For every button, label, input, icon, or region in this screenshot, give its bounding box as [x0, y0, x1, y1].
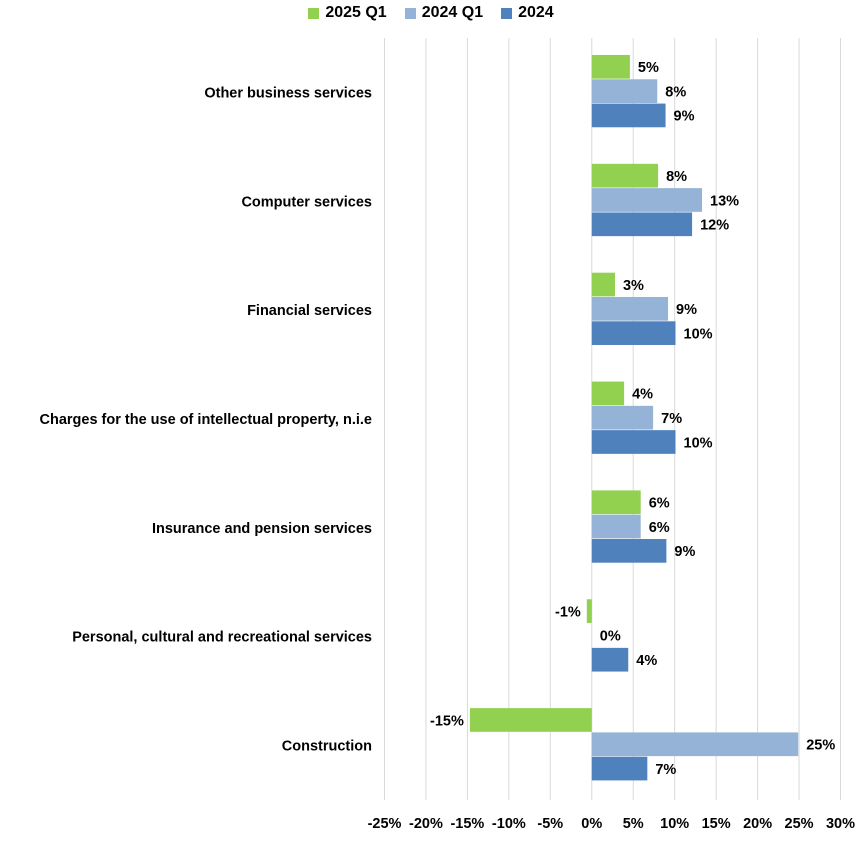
bar	[591, 647, 629, 672]
bar	[586, 599, 592, 623]
category-label: Insurance and pension services	[152, 521, 372, 537]
data-labels: 5%8%9%8%13%12%3%9%10%4%7%10%6%6%9%-1%0%4…	[430, 60, 835, 778]
data-label: -1%	[555, 604, 581, 620]
data-label: 3%	[623, 278, 644, 294]
legend-item-2024-q1: 2024 Q1	[404, 4, 484, 22]
x-tick-label: -5%	[537, 816, 563, 832]
data-label: 4%	[632, 387, 653, 403]
bar	[591, 490, 641, 515]
category-label: Financial services	[247, 303, 372, 319]
bar	[591, 430, 676, 454]
x-tick-label: -15%	[450, 816, 484, 832]
data-label: 7%	[661, 411, 682, 427]
legend-label-2024: 2024	[518, 4, 554, 21]
bar	[469, 708, 592, 732]
bar	[591, 381, 625, 406]
legend-swatch-2024-q1	[404, 7, 416, 19]
x-tick-label: 20%	[743, 816, 772, 832]
legend-swatch-2024	[501, 7, 513, 19]
bar	[591, 103, 666, 128]
bar	[591, 79, 658, 103]
legend-label-2024-q1: 2024 Q1	[421, 4, 484, 21]
chart-legend: 2025 Q1 2024 Q1 2024	[0, 4, 862, 22]
x-tick-label: -10%	[492, 816, 526, 832]
x-tick-label: 10%	[660, 816, 689, 832]
bar	[591, 756, 648, 781]
category-label: Construction	[282, 739, 372, 755]
data-label: 25%	[806, 738, 835, 754]
x-tick-label: 30%	[826, 816, 855, 832]
data-label: 6%	[649, 496, 670, 512]
data-label: 9%	[674, 544, 695, 560]
data-label: 10%	[684, 326, 713, 342]
data-label: 9%	[676, 302, 697, 318]
x-tick-label: -20%	[409, 816, 443, 832]
legend-label-2025-q1: 2025 Q1	[325, 4, 387, 21]
data-label: 12%	[700, 218, 729, 234]
x-axis-ticks: -25% -20% -15% -10% -5% 0% 5% 10% 15% 20% 25% 30%	[368, 816, 856, 832]
data-label: 0%	[600, 629, 621, 645]
x-tick-label: -25%	[368, 816, 402, 832]
data-label: 7%	[655, 762, 676, 778]
bar	[591, 272, 615, 297]
legend-item-2024: 2024	[501, 4, 554, 22]
bar	[591, 163, 659, 188]
data-label: 8%	[666, 169, 687, 185]
legend-item-2025-q1: 2025 Q1	[308, 4, 387, 22]
category-label: Other business services	[204, 85, 372, 101]
bar	[591, 539, 667, 563]
category-label: Personal, cultural and recreational serv…	[72, 630, 372, 646]
x-tick-label: 5%	[623, 816, 644, 832]
data-label: 8%	[665, 84, 686, 100]
data-label: 10%	[684, 435, 713, 451]
x-tick-label: 15%	[702, 816, 731, 832]
data-label: 6%	[649, 520, 670, 536]
legend-swatch-2025-q1	[308, 7, 320, 19]
bar	[591, 405, 654, 430]
category-labels: Other business services Computer services…	[40, 85, 373, 754]
bars	[469, 54, 799, 781]
data-label: 4%	[636, 653, 657, 669]
bar	[591, 732, 799, 757]
bar	[591, 296, 669, 321]
bar	[591, 321, 676, 345]
bar	[591, 54, 630, 79]
data-label: -15%	[430, 713, 464, 729]
bar	[591, 188, 703, 212]
x-tick-label: 0%	[581, 816, 602, 832]
category-label: Computer services	[241, 194, 372, 210]
x-tick-label: 25%	[785, 816, 814, 832]
bar	[591, 212, 693, 237]
category-label: Charges for the use of intellectual prop…	[40, 412, 373, 428]
bar	[591, 514, 641, 539]
data-label: 13%	[710, 193, 739, 209]
data-label: 9%	[674, 109, 695, 125]
data-label: 5%	[638, 60, 659, 76]
